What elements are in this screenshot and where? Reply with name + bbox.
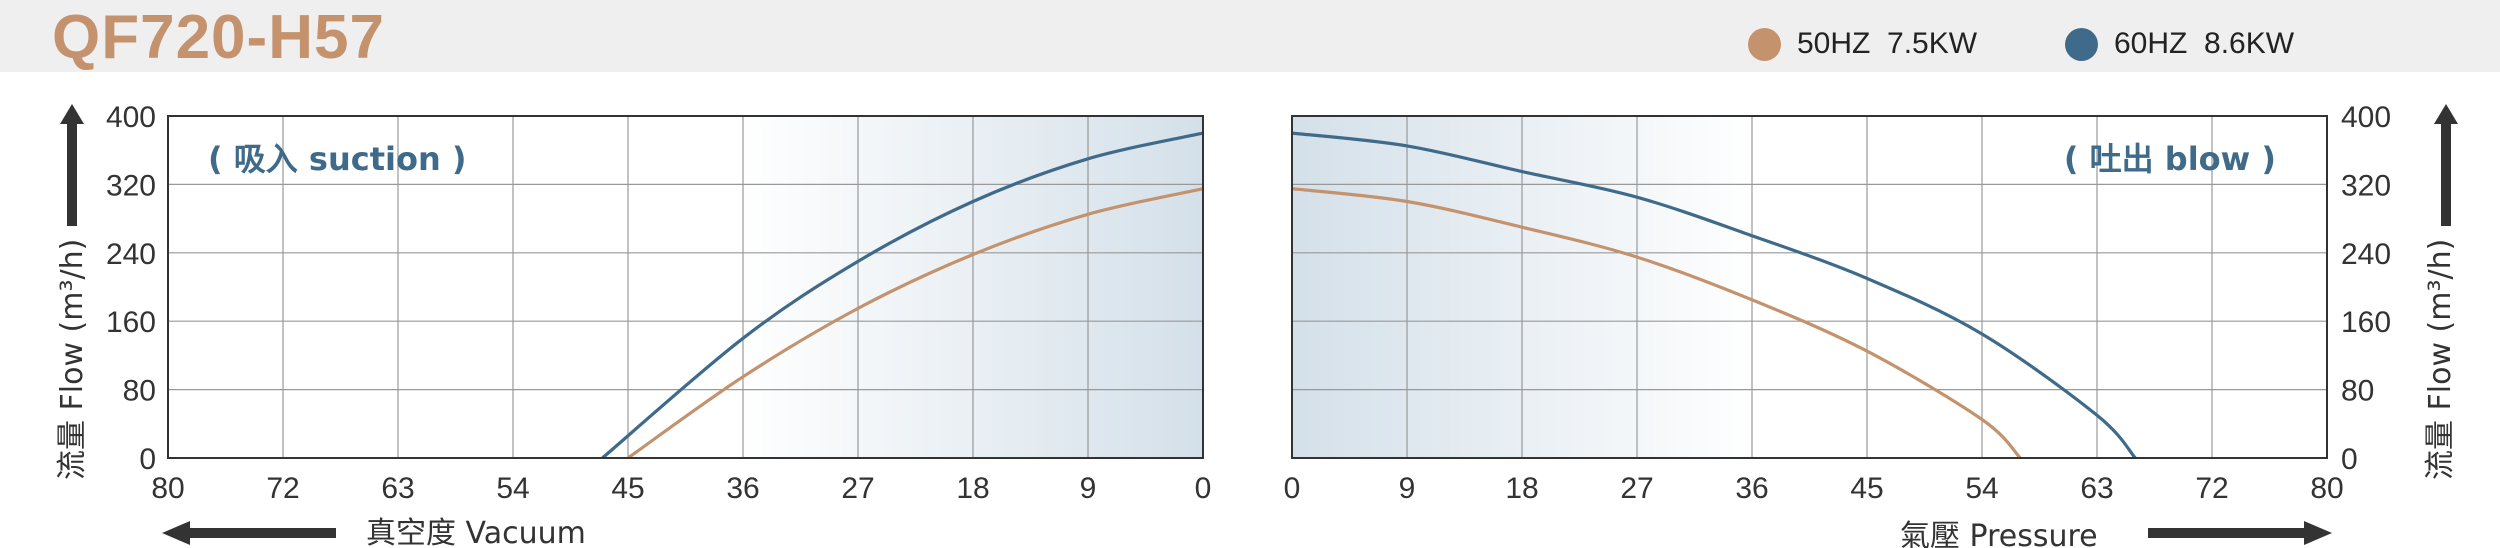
blow-annotation: ( 吐出 blow ) [2064,140,2276,178]
suction-x-axis-label: 真空度 Vacuum [366,516,586,548]
suction-y-tick-label: 400 [106,101,156,134]
blow-y-axis-label: 流量 Flow (m³/h) [2423,239,2458,480]
blow-y-tick-label: 400 [2341,101,2391,134]
suction-x-tick-label: 18 [956,472,989,505]
suction-series [601,131,1204,460]
suction-y-ticks: 0 80 160 240 320 400 [106,101,156,476]
blow-x-tick-label: 45 [1850,472,1883,505]
legend-label-50hz: 50HZ 7.5KW [1797,27,1978,60]
blow-y-tick-label: 80 [2341,375,2374,408]
blow-series [1291,131,2137,460]
blow-series-line-60hz [1291,131,2137,460]
suction-x-tick-label: 45 [611,472,644,505]
suction-annotation: ( 吸入 suction ) [208,140,467,178]
blow-x-tick-label: 27 [1620,472,1653,505]
legend-label-60hz: 60HZ 8.6KW [2114,27,2295,60]
blow-x-tick-label: 80 [2310,472,2343,505]
legend-item-60hz: 60HZ 8.6KW [2065,22,2294,66]
suction-x-tick-label: 54 [496,472,529,505]
suction-series-line-60hz [601,131,1204,460]
suction-y-tick-label: 80 [123,375,156,408]
chart-title: QF720-H57 [52,3,385,72]
blow-x-tick-label: 0 [1284,472,1301,505]
legend-dot-50hz [1748,27,1781,61]
blow-y-tick-label: 320 [2341,169,2391,202]
blow-x-axis-label: 氣壓 Pressure [1900,519,2098,548]
blow-grid [1292,116,2327,458]
blow-x-tick-label: 18 [1505,472,1538,505]
blow-y-tick-label: 160 [2341,306,2391,339]
blow-y-arrow [2434,104,2458,226]
blow-x-tick-label: 72 [2195,472,2228,505]
suction-y-axis-label: 流量 Flow (m³/h) [55,239,90,480]
suction-x-tick-label: 72 [266,472,299,505]
blow-x-tick-label: 63 [2080,472,2113,505]
suction-x-ticks: 80 72 63 54 45 36 27 18 9 0 [151,472,1211,505]
suction-y-tick-label: 160 [106,306,156,339]
suction-x-tick-label: 36 [726,472,759,505]
blow-series-line-50hz [1291,187,2022,460]
blow-x-ticks: 0 9 18 27 36 45 54 63 72 80 [1284,472,2344,505]
suction-y-tick-label: 320 [106,169,156,202]
blow-x-tick-label: 54 [1965,472,1998,505]
blow-plot-area [1292,116,2327,458]
blow-y-tick-label: 0 [2341,443,2358,476]
suction-x-tick-label: 0 [1195,472,1212,505]
header-bar: QF720-H57 50HZ 7.5KW 60HZ 8.6KW [0,0,2500,72]
blow-plot-frame [1291,115,2328,459]
suction-x-tick-label: 9 [1080,472,1097,505]
legend-item-50hz: 50HZ 7.5KW [1748,22,1977,66]
suction-x-tick-label: 80 [151,472,184,505]
suction-x-tick-label: 63 [381,472,414,505]
suction-x-arrow [162,521,336,545]
blow-x-arrow [2148,521,2332,545]
suction-y-tick-label: 0 [139,443,156,476]
blow-x-tick-label: 9 [1399,472,1416,505]
legend-dot-60hz [2065,27,2098,61]
suction-y-tick-label: 240 [106,238,156,271]
suction-y-arrow [60,104,84,226]
suction-grid [168,116,1203,458]
suction-series-line-50hz [627,187,1204,460]
suction-x-tick-label: 27 [841,472,874,505]
suction-plot-frame [167,115,1204,459]
blow-y-tick-label: 240 [2341,238,2391,271]
blow-y-ticks: 0 80 160 240 320 400 [2341,101,2391,476]
blow-x-tick-label: 36 [1735,472,1768,505]
suction-plot-area [168,116,1203,458]
